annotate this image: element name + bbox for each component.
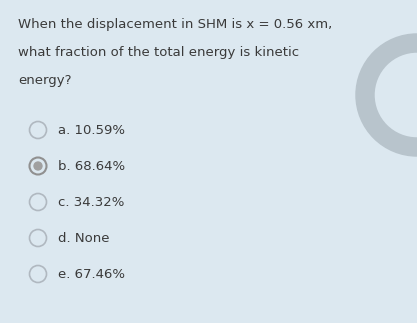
Text: b. 68.64%: b. 68.64% [58, 160, 125, 172]
Text: d. None: d. None [58, 232, 110, 245]
Text: When the displacement in SHM is x = 0.56 xm,: When the displacement in SHM is x = 0.56… [18, 18, 332, 31]
Circle shape [33, 161, 43, 171]
Text: c. 34.32%: c. 34.32% [58, 195, 124, 209]
Text: what fraction of the total energy is kinetic: what fraction of the total energy is kin… [18, 46, 299, 59]
Text: e. 67.46%: e. 67.46% [58, 267, 125, 280]
Text: a. 10.59%: a. 10.59% [58, 123, 125, 137]
Text: energy?: energy? [18, 74, 71, 87]
